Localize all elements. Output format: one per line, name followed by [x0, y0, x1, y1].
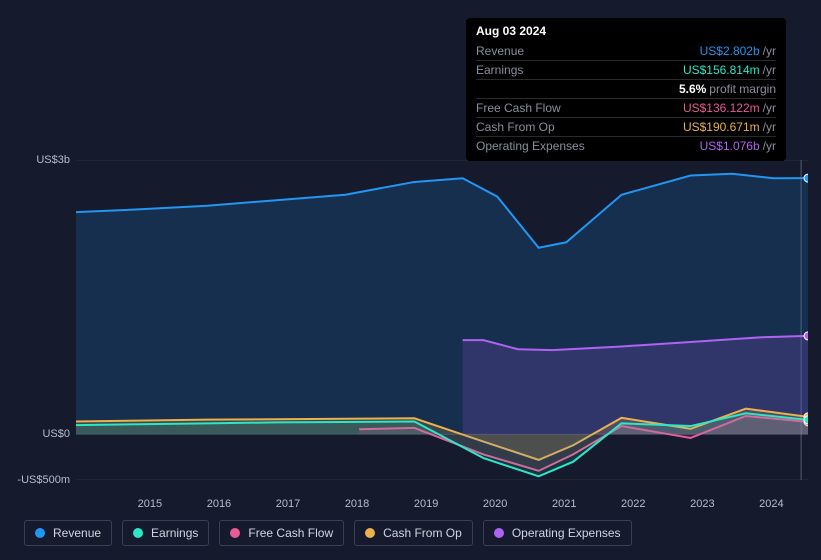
tooltip-row: Operating Expenses US$1.076b/yr [476, 136, 776, 155]
y-axis-label: US$3b [36, 154, 70, 166]
tooltip-value: US$1.076b/yr [700, 139, 776, 153]
legend-swatch [133, 528, 143, 538]
x-axis-label: 2018 [345, 498, 346, 510]
tooltip-label: Operating Expenses [476, 139, 585, 153]
legend-label: Cash From Op [383, 526, 462, 540]
x-axis-label: 2020 [483, 498, 484, 510]
tooltip-label: Cash From Op [476, 120, 555, 134]
legend-swatch [494, 528, 504, 538]
legend-item-earnings[interactable]: Earnings [122, 520, 209, 546]
legend-label: Revenue [53, 526, 101, 540]
tooltip-label: Free Cash Flow [476, 101, 561, 115]
x-axis-label: 2017 [276, 498, 277, 510]
legend-label: Free Cash Flow [248, 526, 333, 540]
x-axis-label: 2019 [414, 498, 415, 510]
tooltip-row: 5.6%profit margin [476, 79, 776, 98]
y-axis-label: -US$500m [17, 474, 70, 486]
tooltip-value: US$136.122m/yr [683, 101, 776, 115]
legend-swatch [365, 528, 375, 538]
legend-swatch [35, 528, 45, 538]
x-axis-label: 2023 [690, 498, 691, 510]
x-axis-label: 2016 [207, 498, 208, 510]
tooltip-value: US$2.802b/yr [700, 44, 776, 58]
legend-label: Earnings [151, 526, 198, 540]
tooltip-value: US$156.814m/yr [683, 63, 776, 77]
chart-legend: Revenue Earnings Free Cash Flow Cash From O… [24, 520, 632, 546]
y-axis-label: US$0 [42, 428, 70, 440]
legend-item-free-cash-flow[interactable]: Free Cash Flow [219, 520, 344, 546]
tooltip-date: Aug 03 2024 [476, 24, 776, 42]
tooltip-row: Cash From Op US$190.671m/yr [476, 117, 776, 136]
legend-swatch [230, 528, 240, 538]
x-axis-label: 2015 [138, 498, 139, 510]
financials-area-chart[interactable]: US$3bUS$0-US$500m 2015201620172018201920… [18, 160, 808, 480]
tooltip-label: Revenue [476, 44, 524, 58]
tooltip-label: Earnings [476, 63, 523, 77]
tooltip-value: 5.6%profit margin [679, 82, 776, 96]
legend-item-revenue[interactable]: Revenue [24, 520, 112, 546]
tooltip-value: US$190.671m/yr [683, 120, 776, 134]
legend-item-cash-from-op[interactable]: Cash From Op [354, 520, 473, 546]
tooltip-row: Earnings US$156.814m/yr [476, 60, 776, 79]
x-axis-label: 2022 [621, 498, 622, 510]
legend-item-operating-expenses[interactable]: Operating Expenses [483, 520, 632, 546]
x-axis-label: 2021 [552, 498, 553, 510]
tooltip-row: Free Cash Flow US$136.122m/yr [476, 98, 776, 117]
hover-tooltip: Aug 03 2024 Revenue US$2.802b/yr Earnings U… [466, 18, 786, 161]
tooltip-row: Revenue US$2.802b/yr [476, 42, 776, 60]
legend-label: Operating Expenses [512, 526, 621, 540]
x-axis-label: 2024 [759, 498, 760, 510]
